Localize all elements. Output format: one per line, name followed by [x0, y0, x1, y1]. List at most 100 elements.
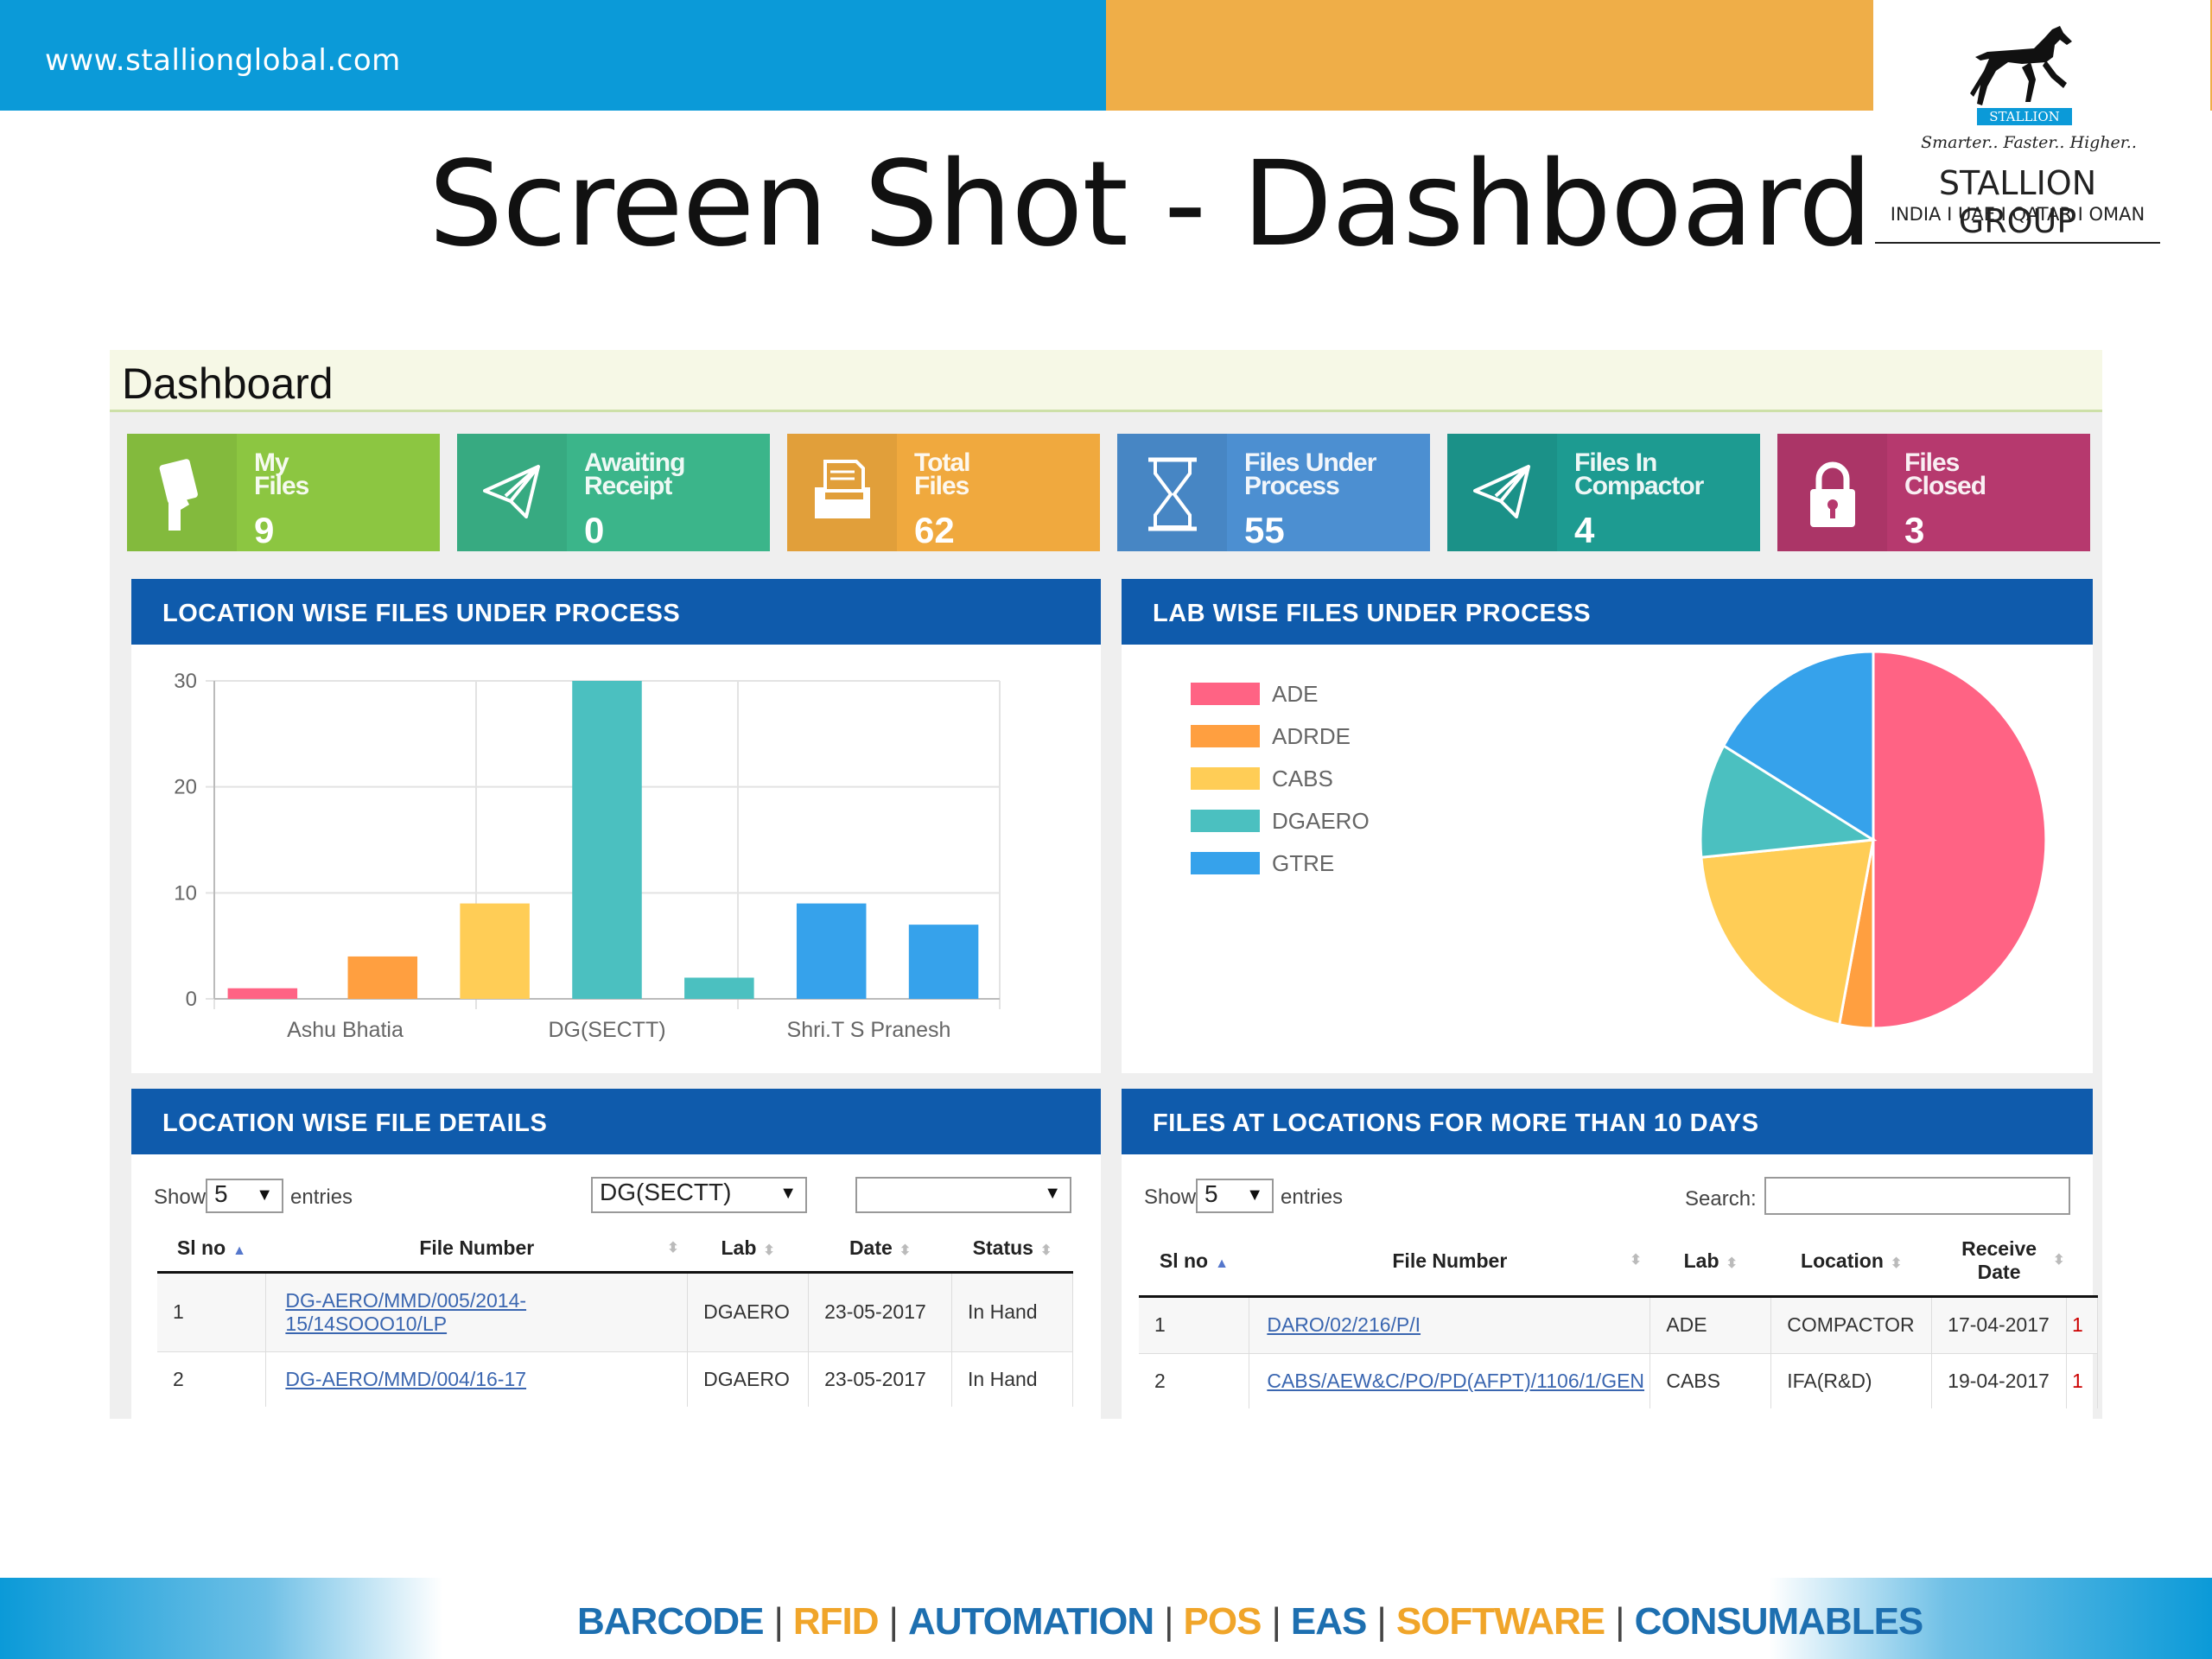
search-label: Search:	[1685, 1187, 1757, 1211]
footer-separator: |	[1164, 1600, 1173, 1643]
x-tick-label: Shri.T S Pranesh	[787, 1018, 951, 1042]
hand-file-icon	[159, 459, 198, 531]
tile-my-files[interactable]: My Files 9	[127, 434, 440, 551]
cell-status: In Hand	[951, 1351, 1073, 1407]
legend-label: CABS	[1272, 766, 1333, 791]
banner-blue-band	[0, 0, 1106, 111]
tile-count: 4	[1574, 510, 1595, 550]
entries-label: entries	[290, 1185, 353, 1209]
legend-swatch	[1191, 683, 1260, 705]
x-tick-label: Ashu Bhatia	[287, 1018, 404, 1042]
y-tick-label: 0	[186, 988, 197, 1011]
panel-title: LOCATION WISE FILE DETAILS	[162, 1109, 548, 1137]
table-row: 1 DARO/02/216/P/I ADE COMPACTOR 17-04-20…	[1139, 1295, 2098, 1353]
chevron-down-icon: ▼	[1246, 1185, 1263, 1205]
tile-awaiting-receipt[interactable]: Awaiting Receipt 0	[457, 434, 770, 551]
pie-slice	[1700, 838, 1875, 1027]
pie-slice	[1872, 650, 2048, 1030]
tile-icon-bg	[1117, 434, 1227, 551]
y-tick-label: 10	[174, 881, 197, 905]
column-header[interactable]: Location ⬍	[1770, 1227, 1932, 1298]
legend-swatch	[1191, 852, 1260, 874]
sort-icon: ⬍	[1630, 1253, 1642, 1268]
cell-truncated: 1	[2066, 1295, 2098, 1353]
cell-lab: DGAERO	[687, 1271, 810, 1351]
footer-item: RFID	[792, 1600, 880, 1643]
file-tray-icon	[815, 460, 870, 518]
column-header[interactable]: File Number ⬍	[265, 1225, 688, 1274]
column-header[interactable]: Lab ⬍	[1649, 1227, 1771, 1298]
entries-select[interactable]: 5 ▼	[206, 1179, 283, 1213]
chevron-down-icon: ▼	[1044, 1184, 1061, 1203]
legend-swatch	[1191, 810, 1260, 832]
cell-file-number[interactable]: DG-AERO/MMD/005/2014- 15/14SOOO10/LP	[265, 1271, 689, 1351]
bar	[908, 925, 979, 999]
location-filter-select[interactable]: DG(SECTT) ▼	[591, 1177, 807, 1213]
cell-status: In Hand	[951, 1271, 1073, 1351]
footer-separator: |	[773, 1600, 783, 1643]
show-label: Show	[154, 1185, 207, 1209]
sort-icon: ⬍	[1726, 1255, 1738, 1271]
secondary-filter-select[interactable]: ▼	[855, 1177, 1071, 1213]
column-header[interactable]: Status ⬍	[951, 1225, 1073, 1274]
column-header[interactable]: Sl no ▲	[157, 1225, 266, 1274]
sort-asc-icon: ▲	[232, 1243, 246, 1258]
panel-header: LOCATION WISE FILES UNDER PROCESS	[131, 579, 1101, 645]
lock-icon	[1810, 461, 1855, 527]
dashboard-header: Dashboard	[110, 350, 2102, 412]
tile-files-under-process[interactable]: Files Under Process 55	[1117, 434, 1430, 551]
tile-total-files[interactable]: Total Files 62	[787, 434, 1100, 551]
tile-label: Awaiting Receipt	[584, 448, 685, 500]
column-header[interactable]: Receive Date ⬍	[1931, 1227, 2067, 1298]
tile-count: 55	[1244, 510, 1285, 550]
entries-select[interactable]: 5 ▼	[1196, 1179, 1274, 1213]
tile-files-in-compactor[interactable]: Files In Compactor 4	[1447, 434, 1760, 551]
footer-item: SOFTWARE	[1395, 1600, 1605, 1643]
x-tick-label: DG(SECTT)	[548, 1018, 665, 1042]
overdue-files-table: Sl no ▲ File Number ⬍ Lab ⬍ Location ⬍ Recei…	[1139, 1227, 2098, 1408]
panel-header: LOCATION WISE FILE DETAILS	[131, 1089, 1101, 1154]
slide-title: Screen Shot - Dashboard	[429, 137, 1872, 273]
footer-separator: |	[888, 1600, 899, 1643]
file-number-link[interactable]: DG-AERO/MMD/004/16-17	[285, 1367, 527, 1390]
cell-lab: DGAERO	[687, 1351, 810, 1407]
cell-file-number[interactable]: DARO/02/216/P/I	[1249, 1295, 1651, 1353]
sort-asc-icon: ▲	[1215, 1255, 1229, 1271]
tile-icon-bg	[127, 434, 237, 551]
tile-icon-bg	[1447, 434, 1557, 551]
cell-date: 17-04-2017	[1931, 1295, 2068, 1353]
location-bar-chart: 0 10 20 30 Ashu Bhatia DG(SECTT) Shri.T S Pran…	[174, 670, 1001, 1042]
column-header[interactable]: Sl no ▲	[1139, 1227, 1249, 1298]
tile-files-closed[interactable]: Files Closed 3	[1777, 434, 2090, 551]
column-header[interactable]: Date ⬍	[808, 1225, 952, 1274]
cell-lab: CABS	[1649, 1352, 1772, 1408]
paper-plane-icon	[483, 465, 540, 518]
tile-label: Files In Compactor	[1574, 448, 1704, 500]
panel-title: FILES AT LOCATIONS FOR MORE THAN 10 DAYS	[1153, 1109, 1759, 1137]
tile-icon-bg	[787, 434, 897, 551]
cell-file-number[interactable]: DG-AERO/MMD/004/16-17	[265, 1351, 689, 1407]
file-number-link[interactable]: DARO/02/216/P/I	[1267, 1313, 1421, 1336]
column-header[interactable]: Lab ⬍	[687, 1225, 809, 1274]
tile-icon-bg	[1777, 434, 1887, 551]
dashboard-panel: Dashboard My Files 9 Awaiting Receipt 0	[110, 350, 2102, 1419]
sort-icon: ⬍	[2053, 1253, 2065, 1268]
search-input[interactable]	[1764, 1177, 2070, 1215]
show-label: Show	[1144, 1185, 1197, 1209]
file-number-link[interactable]: DG-AERO/MMD/005/2014- 15/14SOOO10/LP	[285, 1288, 527, 1335]
paper-plane-icon	[1473, 465, 1530, 518]
cell-sl: 1	[157, 1271, 267, 1351]
logo-group-name: STALLION GROUP	[1875, 164, 2160, 244]
cell-lab: ADE	[1649, 1295, 1772, 1353]
logo-brand: STALLION	[1977, 108, 2072, 125]
chevron-down-icon: ▼	[779, 1184, 797, 1203]
bar	[684, 977, 754, 999]
pie-slice	[1699, 743, 1878, 859]
cell-file-number[interactable]: CABS/AEW&C/PO/PD(AFPT)/1106/1/GEN	[1249, 1352, 1651, 1408]
tile-count: 0	[584, 510, 605, 550]
column-header[interactable]: File Number ⬍	[1249, 1227, 1650, 1298]
dashboard-title: Dashboard	[122, 359, 334, 408]
tile-label: Files Closed	[1904, 448, 1986, 500]
file-number-link[interactable]: CABS/AEW&C/PO/PD(AFPT)/1106/1/GEN	[1267, 1369, 1645, 1392]
file-details-table: Sl no ▲ File Number ⬍ Lab ⬍ Date ⬍ Status ⬍ 1…	[157, 1225, 1073, 1407]
